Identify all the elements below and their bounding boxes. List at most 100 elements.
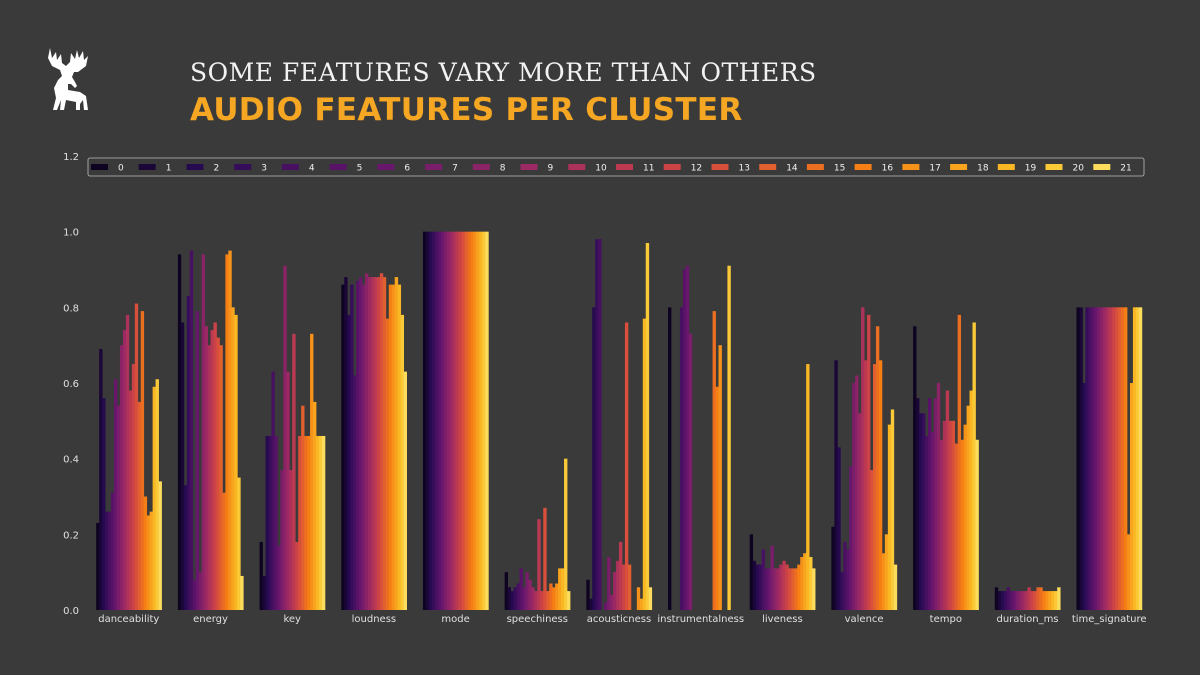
bar-cluster-21 bbox=[975, 439, 979, 610]
bar-cluster-1 bbox=[262, 575, 266, 610]
bar-cluster-7 bbox=[933, 398, 938, 610]
bar-cluster-14 bbox=[627, 564, 632, 610]
bar-cluster-8 bbox=[446, 231, 451, 611]
bar-cluster-9 bbox=[449, 231, 454, 611]
bar-cluster-8 bbox=[773, 568, 777, 610]
legend-swatch-8 bbox=[472, 164, 490, 170]
bar-cluster-8 bbox=[936, 383, 941, 610]
bar-cluster-14 bbox=[546, 591, 550, 610]
legend-swatch-13 bbox=[711, 164, 729, 170]
bar-cluster-17 bbox=[310, 333, 314, 610]
bar-cluster-12 bbox=[948, 420, 953, 610]
bar-cluster-7 bbox=[688, 333, 693, 610]
bar-cluster-4 bbox=[108, 511, 112, 610]
bar-cluster-13 bbox=[870, 470, 874, 610]
bar-cluster-5 bbox=[764, 568, 768, 610]
bar-cluster-16 bbox=[1124, 307, 1128, 610]
bar-cluster-12 bbox=[458, 231, 462, 611]
bar-cluster-1 bbox=[1079, 307, 1083, 610]
bar-cluster-3 bbox=[1085, 307, 1089, 610]
bar-cluster-1 bbox=[834, 360, 838, 610]
x-tick-label: key bbox=[283, 614, 301, 625]
bar-cluster-6 bbox=[1012, 591, 1016, 610]
x-tick-label: tempo bbox=[930, 614, 962, 625]
bar-cluster-12 bbox=[621, 564, 626, 610]
x-tick-label: danceability bbox=[98, 614, 159, 625]
bar-cluster-21 bbox=[812, 568, 816, 610]
bar-cluster-5 bbox=[1091, 307, 1095, 610]
x-tick-label: valence bbox=[845, 614, 884, 625]
bar-cluster-13 bbox=[298, 435, 302, 610]
bar-cluster-8 bbox=[201, 254, 205, 610]
bar-cluster-17 bbox=[391, 284, 396, 610]
legend-label-4: 4 bbox=[309, 164, 315, 174]
bar-cluster-21 bbox=[485, 231, 489, 611]
legend-label-21: 21 bbox=[1120, 164, 1131, 174]
bar-cluster-12 bbox=[1112, 307, 1116, 610]
bar-cluster-19 bbox=[561, 568, 565, 610]
bar-cluster-4 bbox=[1088, 307, 1092, 610]
bar-cluster-19 bbox=[806, 364, 810, 610]
bar-cluster-12 bbox=[867, 314, 871, 610]
bar-cluster-17 bbox=[228, 250, 232, 610]
bar-cluster-19 bbox=[887, 424, 892, 610]
legend-label-20: 20 bbox=[1073, 164, 1085, 174]
legend-label-2: 2 bbox=[214, 164, 220, 174]
legend-swatch-3 bbox=[234, 164, 252, 170]
bar-cluster-18 bbox=[313, 401, 317, 610]
bar-cluster-2 bbox=[592, 307, 596, 610]
bar-cluster-3 bbox=[268, 435, 272, 610]
bar-cluster-7 bbox=[770, 545, 774, 610]
bar-cluster-21 bbox=[893, 564, 898, 610]
bar-cluster-3 bbox=[840, 572, 844, 610]
bar-cluster-10 bbox=[534, 591, 538, 610]
bar-cluster-11 bbox=[455, 231, 459, 611]
bar-cluster-18 bbox=[231, 307, 235, 610]
y-tick-label: 0.4 bbox=[63, 455, 79, 466]
y-tick-label: 0.6 bbox=[63, 379, 79, 390]
bar-cluster-13 bbox=[216, 337, 220, 610]
bar-cluster-15 bbox=[467, 231, 471, 611]
bar-cluster-11 bbox=[864, 360, 868, 610]
bar-cluster-17 bbox=[800, 557, 804, 610]
legend-swatch-18 bbox=[950, 164, 968, 170]
bar-cluster-9 bbox=[1021, 591, 1025, 610]
x-tick-label: acousticness bbox=[587, 614, 651, 625]
bar-cluster-5 bbox=[927, 398, 932, 610]
bar-cluster-9 bbox=[531, 587, 535, 610]
bar-cluster-2 bbox=[755, 564, 760, 610]
bar-cluster-17 bbox=[1126, 534, 1131, 610]
bar-cluster-1 bbox=[507, 587, 511, 610]
x-tick-label: loudness bbox=[352, 614, 397, 625]
legend-swatch-7 bbox=[425, 164, 443, 170]
bar-cluster-14 bbox=[219, 345, 223, 610]
bar-cluster-8 bbox=[528, 579, 532, 610]
bar-cluster-12 bbox=[131, 364, 136, 610]
bar-cluster-13 bbox=[134, 303, 139, 610]
bar-cluster-7 bbox=[525, 572, 529, 610]
bar-cluster-11 bbox=[373, 277, 378, 610]
legend-label-11: 11 bbox=[643, 164, 654, 174]
bar-cluster-5 bbox=[356, 280, 360, 610]
bar-cluster-6 bbox=[767, 568, 771, 610]
bar-cluster-2 bbox=[265, 435, 269, 610]
bar-cluster-3 bbox=[186, 295, 191, 610]
bar-cluster-0 bbox=[913, 326, 917, 610]
legend-label-15: 15 bbox=[834, 164, 845, 174]
legend-label-16: 16 bbox=[882, 164, 894, 174]
moose-icon bbox=[48, 48, 88, 110]
bar-cluster-20 bbox=[155, 379, 159, 610]
bar-cluster-15 bbox=[385, 318, 390, 610]
bar-cluster-6 bbox=[930, 432, 935, 610]
legend-swatch-12 bbox=[663, 164, 681, 170]
bar-cluster-8 bbox=[119, 345, 124, 610]
bar-cluster-16 bbox=[878, 360, 883, 610]
bar-cluster-3 bbox=[513, 587, 517, 610]
bar-cluster-5 bbox=[519, 568, 523, 610]
bar-cluster-0 bbox=[341, 284, 345, 610]
bar-cluster-15 bbox=[1121, 307, 1125, 610]
y-tick-label: 1.0 bbox=[63, 228, 79, 239]
bar-cluster-6 bbox=[604, 602, 608, 610]
bar-cluster-0 bbox=[831, 526, 835, 610]
bar-cluster-9 bbox=[613, 572, 617, 610]
